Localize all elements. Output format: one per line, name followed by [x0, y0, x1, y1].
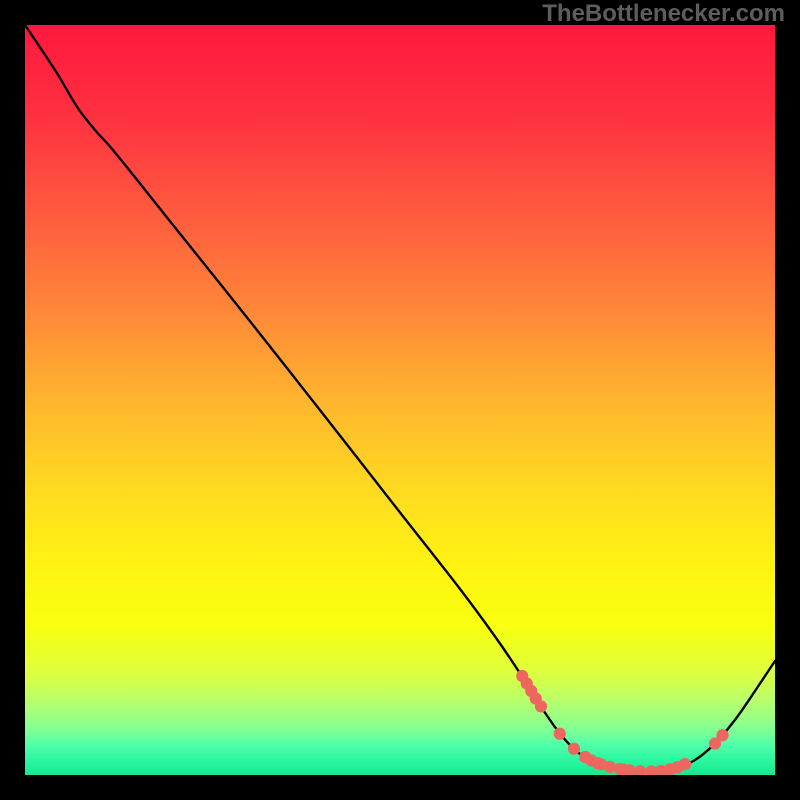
watermark-text: TheBottlenecker.com: [542, 0, 785, 28]
marker-point: [535, 701, 546, 712]
marker-point: [624, 765, 635, 775]
chart-container: TheBottlenecker.com: [0, 0, 800, 800]
marker-point: [604, 761, 615, 772]
marker-point: [717, 730, 728, 741]
marker-point: [554, 728, 565, 739]
marker-point: [679, 759, 690, 770]
gradient-background: [25, 25, 775, 775]
marker-point: [568, 743, 579, 754]
plot-area: [25, 25, 775, 775]
marker-point: [634, 766, 645, 775]
chart-svg: [25, 25, 775, 775]
